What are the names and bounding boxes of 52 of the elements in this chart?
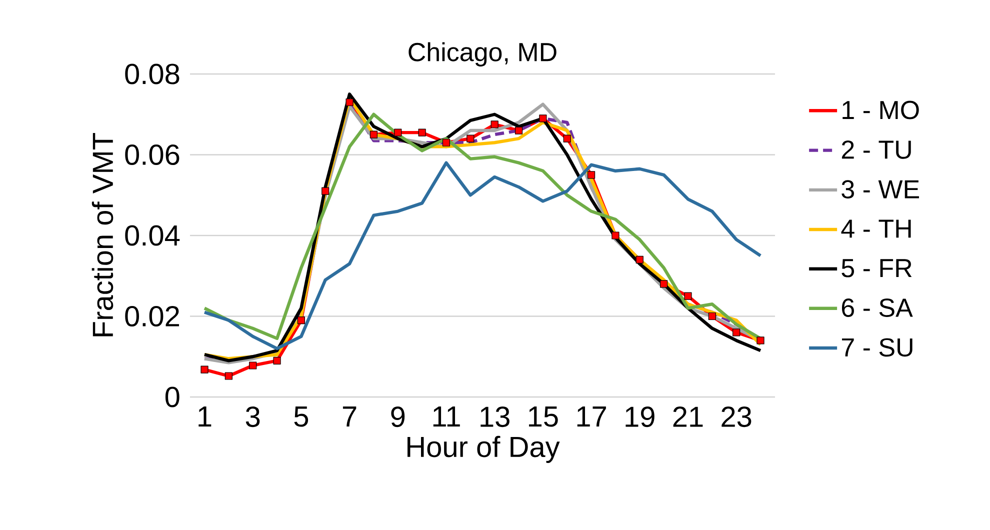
legend-label: 1 - MO [842, 100, 919, 120]
point [224, 372, 232, 380]
legend-label: 4 - TH [841, 220, 911, 238]
line-series [202, 161, 762, 350]
point [636, 256, 644, 264]
x-tick-label: 3 [246, 406, 260, 428]
x-tick-label: 13 [480, 406, 510, 428]
x-tick-label: 23 [722, 406, 752, 428]
chart-title: Chicago, MD [408, 42, 556, 66]
point [660, 280, 668, 288]
point [394, 128, 402, 136]
point [612, 232, 620, 240]
point [539, 114, 547, 122]
x-tick-label: 5 [294, 406, 308, 427]
x-tick-label: 19 [626, 406, 654, 428]
point [708, 312, 716, 320]
legend-label: 5 - FR [842, 259, 912, 278]
y-tick-label: 0 [165, 386, 180, 408]
point [442, 138, 450, 146]
point [587, 171, 596, 179]
x-tick-label: 9 [391, 406, 405, 428]
point [756, 336, 764, 344]
y-tick-label: 0.02 [125, 306, 179, 327]
x-tick-label: 15 [529, 406, 558, 427]
point [273, 356, 281, 364]
legend-label: 2 - TU [842, 140, 911, 159]
y-tick-label: 0.06 [125, 144, 180, 166]
legend-label: 6 - SA [842, 298, 913, 317]
point [514, 126, 523, 134]
point [732, 328, 740, 336]
x-tick-label: 7 [342, 406, 356, 426]
y-axis-title: Fraction of VMT [92, 133, 114, 336]
point [490, 120, 498, 128]
point [322, 187, 330, 195]
point [684, 292, 692, 300]
y-tick-label: 0.04 [125, 225, 180, 246]
point [370, 130, 378, 138]
x-tick-label: 11 [433, 406, 460, 426]
point [563, 134, 571, 142]
point [418, 128, 426, 136]
x-tick-label: 1 [198, 406, 212, 426]
point [346, 98, 354, 106]
point [249, 362, 257, 370]
legend-label: 3 - WE [842, 180, 919, 199]
x-axis-title: Hour of Day [408, 436, 560, 463]
point [466, 134, 474, 142]
x-tick-label: 17 [577, 406, 606, 426]
point [297, 316, 305, 324]
y-tick-label: 0.08 [125, 64, 180, 84]
legend-label: 7 - SU [842, 338, 912, 357]
x-tick-label: 21 [673, 406, 703, 427]
point [200, 366, 208, 374]
